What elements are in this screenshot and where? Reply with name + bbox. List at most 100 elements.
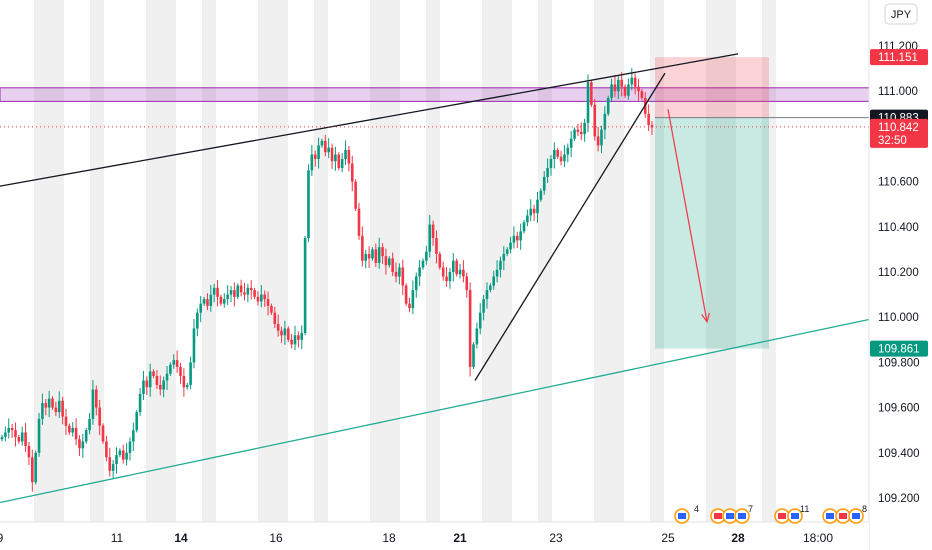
- candle[interactable]: [88, 413, 91, 435]
- candle[interactable]: [283, 320, 287, 345]
- candle[interactable]: [253, 287, 256, 300]
- candle[interactable]: [162, 376, 165, 398]
- candle[interactable]: [532, 204, 536, 221]
- candle[interactable]: [522, 220, 526, 234]
- candle[interactable]: [347, 145, 351, 172]
- candle[interactable]: [27, 441, 31, 466]
- candle[interactable]: [169, 362, 172, 376]
- candle[interactable]: [222, 293, 226, 308]
- candle[interactable]: [411, 280, 415, 315]
- candle[interactable]: [431, 220, 435, 246]
- candle[interactable]: [226, 285, 229, 305]
- event-marker[interactable]: [710, 508, 726, 524]
- candle[interactable]: [179, 362, 182, 384]
- candle[interactable]: [623, 84, 627, 98]
- candle[interactable]: [559, 150, 563, 166]
- candle[interactable]: [74, 418, 78, 446]
- candle[interactable]: [320, 138, 324, 148]
- candle[interactable]: [121, 444, 125, 464]
- candle[interactable]: [586, 74, 590, 133]
- candle[interactable]: [71, 422, 75, 437]
- candle[interactable]: [233, 282, 236, 307]
- candle[interactable]: [24, 422, 27, 452]
- stop-loss-zone[interactable]: [655, 57, 769, 118]
- target-price-badge[interactable]: 109.861: [870, 340, 928, 357]
- candle[interactable]: [384, 248, 388, 275]
- price-axis[interactable]: [869, 0, 932, 550]
- candle[interactable]: [54, 401, 58, 417]
- candle[interactable]: [620, 72, 623, 97]
- event-marker[interactable]: [774, 508, 790, 524]
- candle[interactable]: [377, 237, 381, 269]
- candle[interactable]: [206, 293, 209, 310]
- candle[interactable]: [445, 267, 448, 287]
- lower-channel-trendline[interactable]: [0, 318, 870, 504]
- candle[interactable]: [172, 354, 176, 369]
- candle[interactable]: [51, 396, 54, 410]
- candle[interactable]: [47, 390, 51, 418]
- candle[interactable]: [425, 245, 428, 265]
- candle[interactable]: [138, 388, 142, 417]
- projection-arrow[interactable]: [667, 109, 708, 322]
- candle[interactable]: [364, 249, 368, 269]
- candle[interactable]: [455, 258, 458, 277]
- candle[interactable]: [354, 179, 357, 211]
- candle[interactable]: [246, 283, 250, 303]
- event-marker[interactable]: [848, 508, 864, 524]
- candle[interactable]: [202, 296, 206, 306]
- candle[interactable]: [4, 426, 7, 442]
- candle[interactable]: [68, 423, 71, 435]
- candle[interactable]: [0, 434, 4, 442]
- candle[interactable]: [617, 75, 620, 99]
- candle[interactable]: [539, 188, 543, 202]
- time-axis[interactable]: [0, 522, 869, 550]
- candle[interactable]: [219, 294, 223, 306]
- candle[interactable]: [20, 426, 24, 446]
- take-profit-zone[interactable]: [655, 117, 769, 349]
- candle[interactable]: [536, 191, 539, 223]
- candle[interactable]: [526, 209, 529, 227]
- candle[interactable]: [404, 283, 408, 306]
- candle[interactable]: [428, 215, 432, 258]
- candle[interactable]: [95, 385, 98, 416]
- candle[interactable]: [199, 295, 203, 323]
- candle[interactable]: [519, 223, 522, 250]
- candle[interactable]: [44, 399, 48, 416]
- candle[interactable]: [290, 333, 293, 349]
- candle[interactable]: [590, 79, 593, 108]
- candle[interactable]: [563, 144, 566, 168]
- candle[interactable]: [212, 283, 216, 303]
- candle[interactable]: [260, 285, 263, 308]
- candle[interactable]: [297, 331, 300, 348]
- candle[interactable]: [438, 251, 442, 270]
- candle[interactable]: [398, 263, 401, 285]
- candle[interactable]: [337, 152, 341, 171]
- candle[interactable]: [84, 427, 88, 444]
- candle[interactable]: [108, 447, 112, 477]
- candle[interactable]: [367, 246, 371, 268]
- candle[interactable]: [388, 256, 391, 268]
- candle[interactable]: [579, 122, 583, 141]
- candle[interactable]: [542, 171, 546, 195]
- candle[interactable]: [78, 435, 81, 456]
- candle[interactable]: [105, 435, 108, 462]
- candle[interactable]: [165, 366, 169, 390]
- candle[interactable]: [189, 356, 192, 390]
- candle[interactable]: [239, 279, 243, 297]
- candle[interactable]: [344, 140, 347, 165]
- candle[interactable]: [273, 306, 277, 329]
- candle[interactable]: [327, 138, 330, 159]
- candle[interactable]: [613, 74, 617, 98]
- candle[interactable]: [549, 154, 553, 176]
- candle[interactable]: [34, 450, 37, 485]
- candle[interactable]: [280, 326, 283, 343]
- candle[interactable]: [573, 127, 576, 141]
- candle[interactable]: [505, 247, 509, 257]
- candle[interactable]: [307, 164, 310, 243]
- candle[interactable]: [41, 393, 44, 425]
- candle[interactable]: [270, 303, 273, 315]
- candle[interactable]: [650, 121, 654, 136]
- candle[interactable]: [128, 437, 132, 461]
